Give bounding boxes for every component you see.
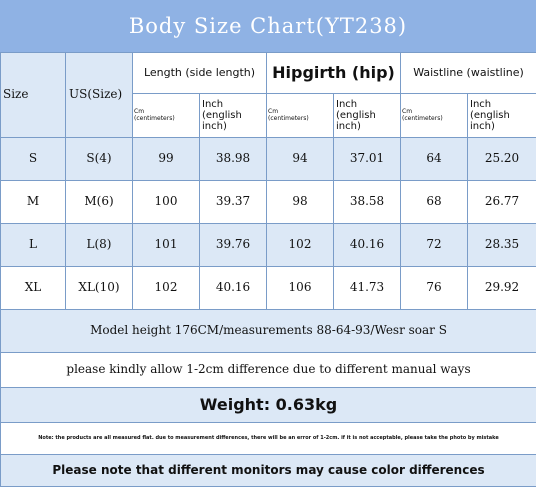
table-row: XL XL(10) 102 40.16 106 41.73 76 29.92 [0,266,536,310]
size-table: Size US(Size) Length (side length) Hipgi… [0,52,536,487]
waistline-header: Waistline (waistline) [399,52,536,94]
us-size-cell: S(4) [65,137,133,181]
us-size-cell: L(8) [65,223,133,267]
length-inch-cell: 39.37 [199,180,267,224]
table-row: L L(8) 101 39.76 102 40.16 72 28.35 [0,223,536,267]
size-cell: L [0,223,66,267]
size-cell: S [0,137,66,181]
waist-inch-unit: Inch (english inch) [466,93,536,138]
length-header: Length (side length) [132,52,267,94]
length-inch-cell: 40.16 [199,266,267,310]
length-inch-unit: Inch (english inch) [199,93,267,138]
us-size-header: US(Size) [65,52,133,138]
waist-cm-cell: 76 [400,266,468,310]
weight-row: Weight: 0.63kg [0,387,536,423]
monitor-note: Please note that different monitors may … [0,454,536,487]
length-cm-cell: 101 [132,223,200,267]
model-note: Model height 176CM/measurements 88-64-93… [0,309,536,353]
monitor-note-row: Please note that different monitors may … [0,454,536,487]
hip-cm-cell: 94 [266,137,334,181]
waist-cm-cell: 64 [400,137,468,181]
length-cm-cell: 100 [132,180,200,224]
length-inch-cell: 39.76 [199,223,267,267]
hip-inch-unit: Inch (english inch) [333,93,401,138]
size-cell: XL [0,266,66,310]
measurement-disclaimer: Note: the products are all measured flat… [0,422,536,455]
hip-cm-cell: 98 [266,180,334,224]
size-header: Size [0,52,66,138]
length-cm-cell: 99 [132,137,200,181]
waist-inch-cell: 26.77 [466,180,536,224]
waist-cm-unit: Cm (centimeters) [400,93,468,138]
allowance-note: please kindly allow 1-2cm difference due… [0,352,536,388]
hip-inch-cell: 40.16 [333,223,401,267]
table-row: S S(4) 99 38.98 94 37.01 64 25.20 [0,137,536,181]
hipgirth-header: Hipgirth (hip) [266,52,401,94]
waist-inch-cell: 28.35 [466,223,536,267]
waist-inch-cell: 29.92 [466,266,536,310]
hip-inch-cell: 37.01 [333,137,401,181]
table-row: M M(6) 100 39.37 98 38.58 68 26.77 [0,180,536,224]
size-cell: M [0,180,66,224]
us-size-cell: M(6) [65,180,133,224]
hip-cm-unit: Cm (centimeters) [266,93,334,138]
length-cm-cell: 102 [132,266,200,310]
chart-title: Body Size Chart(YT238) [0,0,536,52]
waist-inch-cell: 25.20 [466,137,536,181]
header-group-row: Size US(Size) Length (side length) Hipgi… [0,52,536,138]
model-note-row: Model height 176CM/measurements 88-64-93… [0,309,536,353]
allowance-note-row: please kindly allow 1-2cm difference due… [0,352,536,388]
waist-cm-cell: 68 [400,180,468,224]
weight-label: Weight: 0.63kg [0,387,536,423]
length-inch-cell: 38.98 [199,137,267,181]
hip-cm-cell: 106 [266,266,334,310]
waist-cm-cell: 72 [400,223,468,267]
hip-cm-cell: 102 [266,223,334,267]
disclaimer-row: Note: the products are all measured flat… [0,422,536,455]
hip-inch-cell: 41.73 [333,266,401,310]
length-cm-unit: Cm (centimeters) [132,93,200,138]
header-unit-row: Cm (centimeters) Inch (english inch) Cm … [1,93,536,138]
hip-inch-cell: 38.58 [333,180,401,224]
us-size-cell: XL(10) [65,266,133,310]
